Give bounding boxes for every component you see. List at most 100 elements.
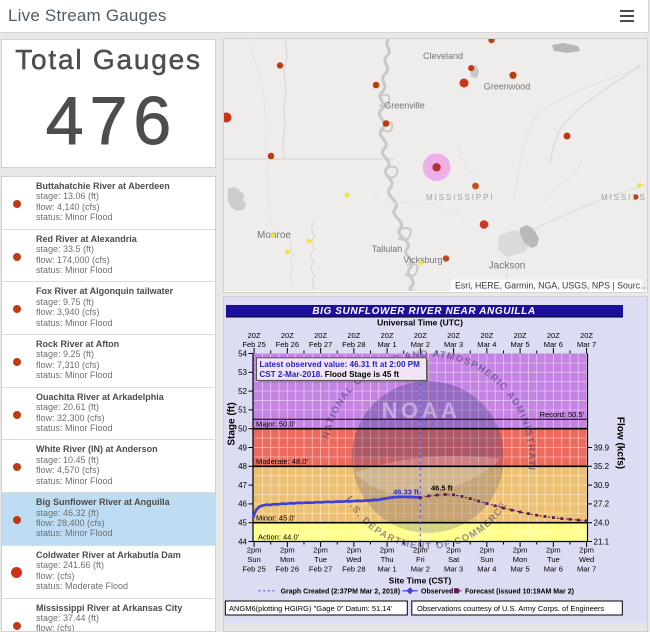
- svg-text:2pm: 2pm: [280, 546, 295, 555]
- svg-text:46: 46: [238, 500, 247, 509]
- svg-text:20Z: 20Z: [580, 331, 593, 340]
- svg-text:Tue: Tue: [547, 555, 560, 564]
- svg-text:Feb 27: Feb 27: [309, 340, 332, 349]
- svg-text:MISSISSIPPI: MISSISSIPPI: [426, 193, 494, 202]
- svg-text:Mar 6: Mar 6: [544, 565, 563, 574]
- svg-text:2pm: 2pm: [347, 546, 362, 555]
- svg-text:BIG SUNFLOWER RIVER NEAR ANGUI: BIG SUNFLOWER RIVER NEAR ANGUILLA: [312, 306, 535, 317]
- svg-text:Greenwood: Greenwood: [484, 82, 531, 92]
- svg-text:2pm: 2pm: [313, 546, 328, 555]
- svg-text:Site Time (CST): Site Time (CST): [389, 576, 452, 586]
- svg-text:20Z: 20Z: [281, 331, 294, 340]
- svg-text:Mar 7: Mar 7: [577, 565, 596, 574]
- svg-text:Feb 28: Feb 28: [342, 565, 365, 574]
- svg-text:Graph Created (2:37PM Mar 2, 2: Graph Created (2:37PM Mar 2, 2018): [281, 589, 400, 596]
- svg-text:21.1: 21.1: [594, 537, 610, 546]
- svg-text:Feb 25: Feb 25: [242, 565, 265, 574]
- svg-text:Feb 26: Feb 26: [276, 565, 299, 574]
- svg-text:Mar 1: Mar 1: [378, 565, 397, 574]
- svg-text:20Z: 20Z: [381, 331, 394, 340]
- svg-text:Observed: Observed: [421, 589, 453, 596]
- svg-text:2pm: 2pm: [546, 546, 561, 555]
- svg-text:20Z: 20Z: [547, 331, 560, 340]
- svg-text:Mon: Mon: [513, 555, 528, 564]
- svg-text:Stage (ft): Stage (ft): [227, 402, 238, 445]
- svg-text:Universal Time (UTC): Universal Time (UTC): [377, 318, 463, 328]
- svg-text:52: 52: [238, 387, 247, 396]
- svg-text:20Z: 20Z: [347, 331, 360, 340]
- svg-text:24.0: 24.0: [594, 519, 610, 528]
- svg-text:Feb 27: Feb 27: [309, 565, 332, 574]
- svg-text:Mar 5: Mar 5: [511, 340, 530, 349]
- svg-text:45: 45: [238, 519, 247, 528]
- svg-text:Mar 4: Mar 4: [477, 565, 496, 574]
- svg-text:Mar 3: Mar 3: [444, 340, 463, 349]
- svg-text:Mar 2: Mar 2: [411, 340, 430, 349]
- svg-text:Wed: Wed: [346, 555, 361, 564]
- svg-text:Moderate: 48.0': Moderate: 48.0': [256, 457, 308, 466]
- svg-text:Tallulah: Tallulah: [372, 244, 403, 254]
- svg-text:35.2: 35.2: [594, 462, 610, 471]
- svg-text:53: 53: [238, 368, 247, 377]
- svg-text:Sun: Sun: [480, 555, 493, 564]
- svg-text:20Z: 20Z: [248, 331, 261, 340]
- svg-text:48: 48: [238, 462, 247, 471]
- svg-text:Feb 25: Feb 25: [242, 340, 265, 349]
- svg-text:Mon: Mon: [280, 555, 295, 564]
- svg-text:Feb 28: Feb 28: [342, 340, 365, 349]
- svg-text:50: 50: [238, 425, 247, 434]
- svg-text:Esri, HERE, Garmin, NGA, USGS,: Esri, HERE, Garmin, NGA, USGS, NPS | Sou…: [455, 281, 647, 291]
- svg-text:20Z: 20Z: [447, 331, 460, 340]
- svg-text:20Z: 20Z: [480, 331, 493, 340]
- svg-text:2pm: 2pm: [380, 546, 395, 555]
- svg-text:ANGM6(plotting HGIRG) "Gage 0": ANGM6(plotting HGIRG) "Gage 0" Datum: 51…: [229, 604, 393, 613]
- svg-text:Forecast (issued 10:19AM Mar 2: Forecast (issued 10:19AM Mar 2): [465, 589, 574, 596]
- svg-text:Mar 2: Mar 2: [411, 565, 430, 574]
- svg-text:51: 51: [238, 406, 247, 415]
- svg-text:20Z: 20Z: [314, 331, 327, 340]
- svg-text:Feb 26: Feb 26: [276, 340, 299, 349]
- svg-text:20Z: 20Z: [514, 331, 527, 340]
- svg-text:20Z: 20Z: [414, 331, 427, 340]
- svg-text:Vicksburg: Vicksburg: [403, 255, 442, 265]
- svg-text:2pm: 2pm: [579, 546, 594, 555]
- svg-text:Record: 50.5': Record: 50.5': [540, 410, 585, 419]
- svg-text:2pm: 2pm: [446, 546, 461, 555]
- svg-text:Mar 3: Mar 3: [444, 565, 463, 574]
- svg-text:27.2: 27.2: [594, 500, 610, 509]
- svg-text:Mar 7: Mar 7: [577, 340, 596, 349]
- svg-text:Mar 5: Mar 5: [511, 565, 530, 574]
- svg-text:2pm: 2pm: [247, 546, 262, 555]
- svg-text:Mar 4: Mar 4: [477, 340, 496, 349]
- svg-text:Minor: 45.0': Minor: 45.0': [256, 513, 296, 522]
- svg-text:Thu: Thu: [381, 555, 394, 564]
- svg-text:Sat: Sat: [448, 555, 460, 564]
- svg-text:39.9: 39.9: [594, 443, 610, 452]
- svg-text:46.5 ft: 46.5 ft: [431, 484, 453, 493]
- svg-text:Sun: Sun: [247, 555, 260, 564]
- svg-text:2pm: 2pm: [513, 546, 528, 555]
- svg-text:Fri: Fri: [416, 555, 425, 564]
- svg-text:49: 49: [238, 443, 247, 452]
- svg-text:2pm: 2pm: [413, 546, 428, 555]
- svg-text:Cleveland: Cleveland: [423, 51, 463, 61]
- svg-text:CST 2-Mar-2018. Flood Stage i: CST 2-Mar-2018. Flood Stage is 45 ft: [260, 370, 400, 379]
- svg-text:30.9: 30.9: [594, 481, 610, 490]
- svg-text:Major: 50.0': Major: 50.0': [256, 419, 296, 428]
- svg-text:Wed: Wed: [579, 555, 594, 564]
- svg-text:2pm: 2pm: [480, 546, 495, 555]
- svg-text:MISSISS: MISSISS: [601, 193, 647, 202]
- svg-text:Action: 44.0': Action: 44.0': [258, 532, 300, 541]
- svg-text:Greenville: Greenville: [384, 101, 425, 111]
- svg-text:Jackson: Jackson: [489, 261, 526, 272]
- svg-text:Mar 1: Mar 1: [378, 340, 397, 349]
- svg-text:47: 47: [238, 481, 247, 490]
- svg-text:Observations courtesy of U.S.: Observations courtesy of U.S. Army Corps…: [417, 604, 604, 613]
- svg-text:46.33 ft: 46.33 ft: [393, 488, 419, 497]
- svg-text:Tue: Tue: [314, 555, 327, 564]
- svg-text:Latest observed value: 46.31: Latest observed value: 46.31 ft at 2:00 …: [260, 360, 421, 369]
- svg-text:Mar 6: Mar 6: [544, 340, 563, 349]
- svg-text:Flow (kcfs): Flow (kcfs): [615, 417, 626, 469]
- svg-text:44: 44: [238, 537, 247, 546]
- svg-text:54: 54: [238, 349, 247, 358]
